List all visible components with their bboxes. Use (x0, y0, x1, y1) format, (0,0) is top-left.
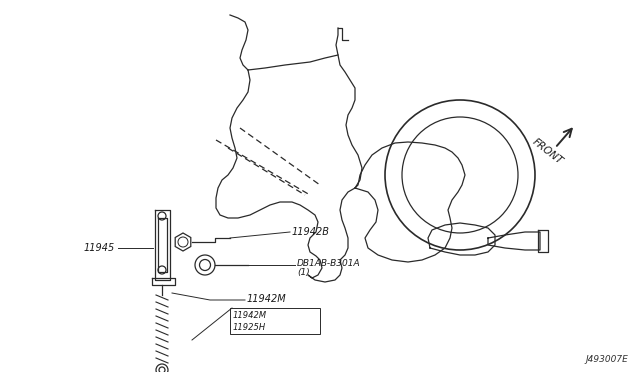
Text: J493007E: J493007E (585, 355, 628, 364)
Text: 11925H: 11925H (233, 324, 266, 333)
Text: 11942B: 11942B (292, 227, 330, 237)
Bar (230, 308, 320, 334)
Text: (1): (1) (297, 267, 310, 276)
Text: 11945: 11945 (84, 243, 115, 253)
Text: FRONT: FRONT (530, 137, 564, 167)
Text: 11942M: 11942M (247, 294, 287, 304)
Text: DB1AB-B301A: DB1AB-B301A (297, 259, 360, 267)
Text: 11942M: 11942M (233, 311, 267, 321)
